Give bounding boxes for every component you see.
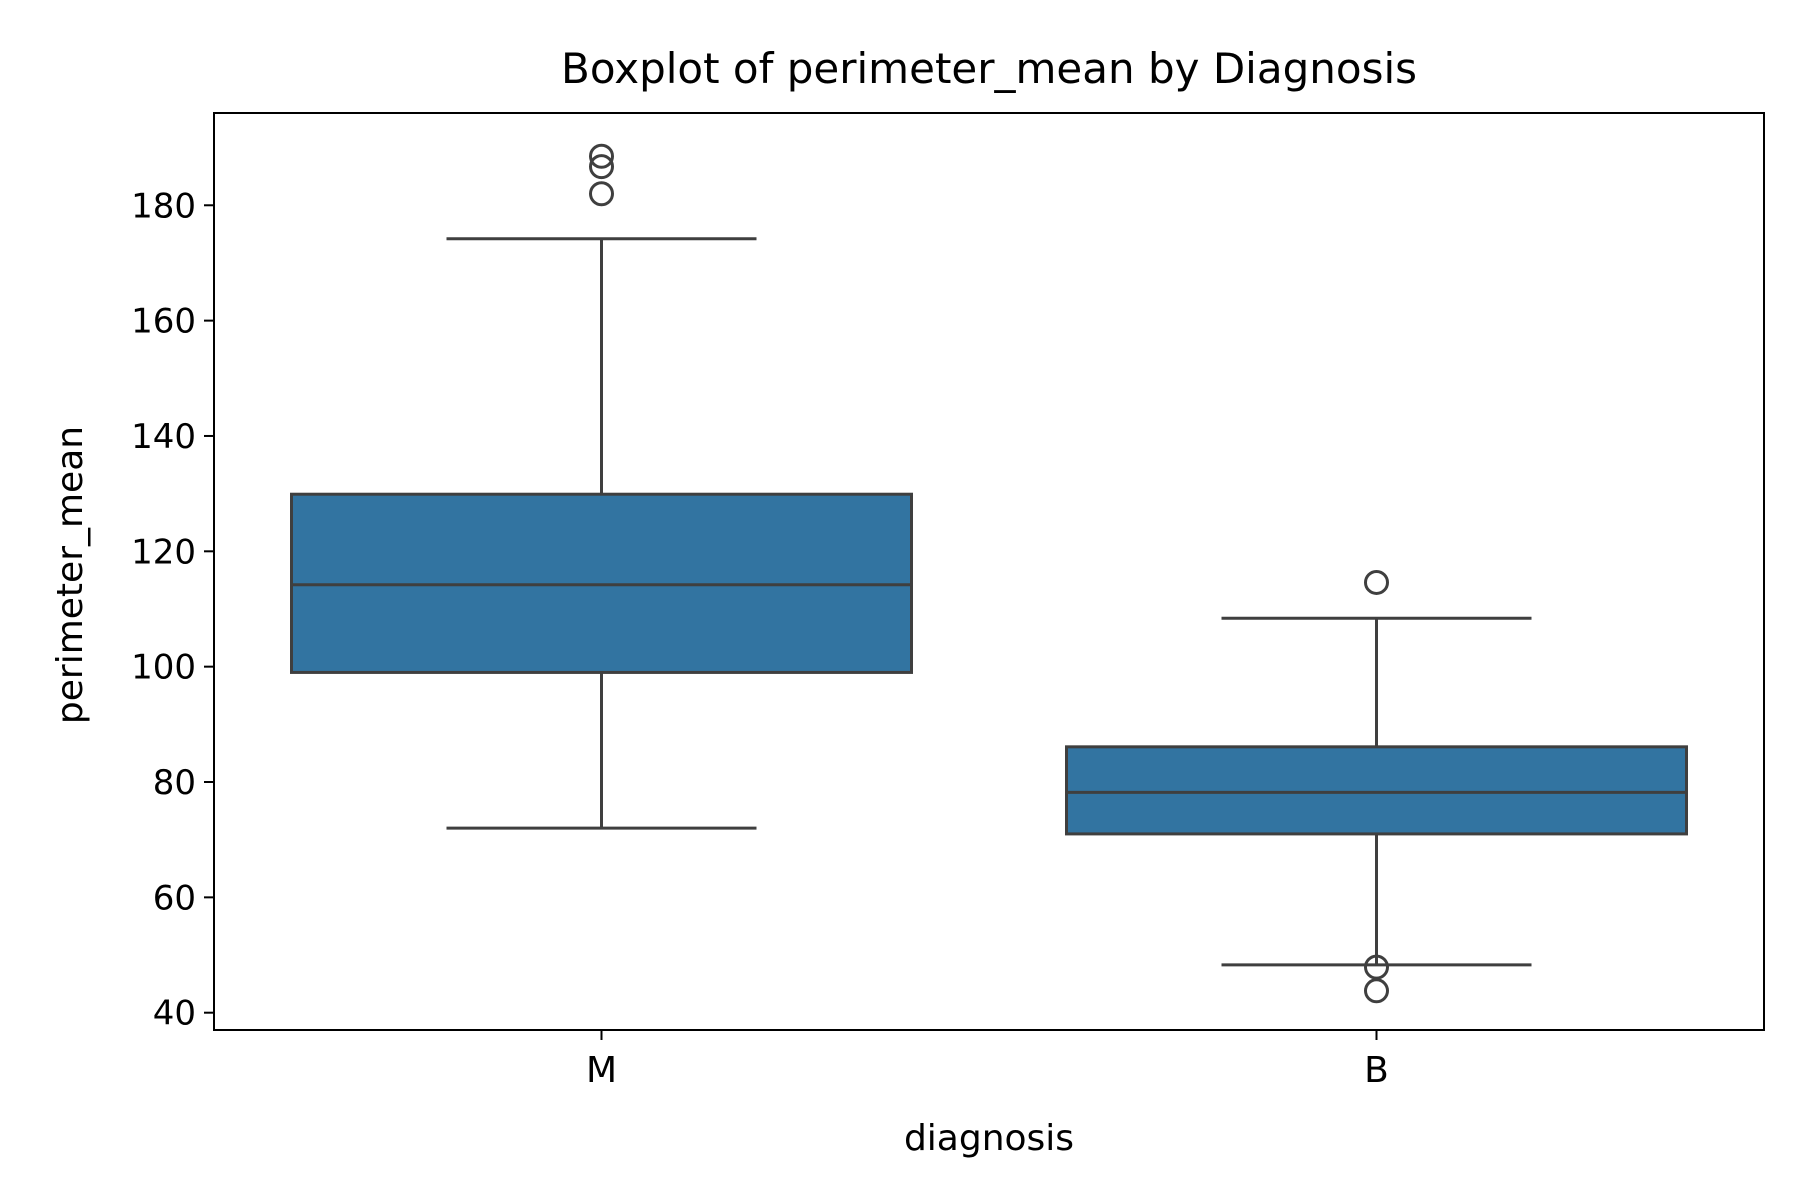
plot-frame bbox=[213, 112, 1765, 1031]
y-tick-label: 120 bbox=[131, 532, 196, 572]
outlier-point bbox=[1364, 569, 1389, 595]
y-tick-label: 80 bbox=[153, 763, 196, 803]
chart-title: Boxplot of perimeter_mean by Diagnosis bbox=[561, 44, 1417, 93]
outlier-point bbox=[1364, 978, 1389, 1004]
box-iqr bbox=[1065, 745, 1688, 836]
outlier-point bbox=[589, 181, 614, 207]
x-tick-label: B bbox=[1364, 1050, 1389, 1091]
outlier-point bbox=[589, 143, 614, 169]
x-axis-label: diagnosis bbox=[904, 1118, 1074, 1159]
x-tick-label: M bbox=[586, 1050, 617, 1091]
y-axis-label: perimeter_mean bbox=[50, 426, 91, 724]
y-tick-label: 140 bbox=[131, 417, 196, 457]
y-tick-label: 160 bbox=[131, 302, 196, 342]
y-tick-label: 100 bbox=[131, 648, 196, 688]
y-tick-label: 60 bbox=[153, 878, 196, 918]
outlier-point bbox=[589, 154, 614, 180]
y-tick-label: 40 bbox=[153, 994, 196, 1034]
y-tick-label: 180 bbox=[131, 186, 196, 226]
box-group-B bbox=[1065, 569, 1688, 1004]
box-group-M bbox=[290, 143, 913, 830]
outlier-point bbox=[1364, 954, 1389, 980]
